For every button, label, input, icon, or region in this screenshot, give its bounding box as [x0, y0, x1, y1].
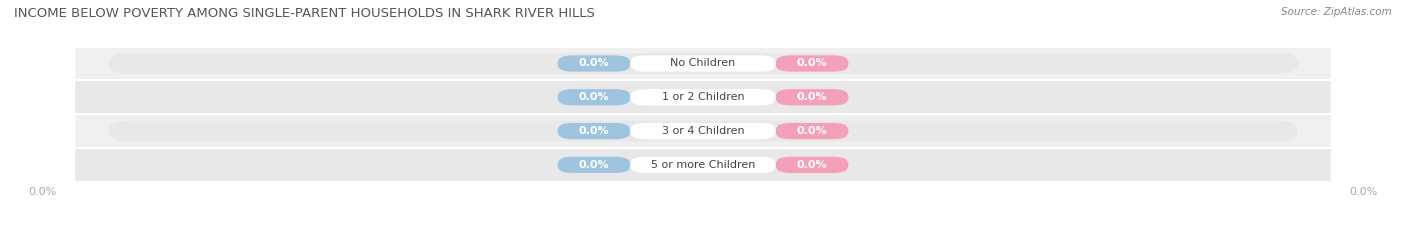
FancyBboxPatch shape: [558, 157, 630, 173]
Text: 0.0%: 0.0%: [797, 160, 827, 170]
FancyBboxPatch shape: [630, 157, 776, 173]
Text: 1 or 2 Children: 1 or 2 Children: [662, 92, 744, 102]
Text: 0.0%: 0.0%: [797, 58, 827, 69]
Text: 3 or 4 Children: 3 or 4 Children: [662, 126, 744, 136]
Text: 0.0%: 0.0%: [797, 92, 827, 102]
FancyBboxPatch shape: [75, 47, 1330, 80]
Text: 0.0%: 0.0%: [579, 126, 609, 136]
FancyBboxPatch shape: [108, 87, 1298, 108]
FancyBboxPatch shape: [108, 121, 1298, 141]
Text: 5 or more Children: 5 or more Children: [651, 160, 755, 170]
Text: Source: ZipAtlas.com: Source: ZipAtlas.com: [1281, 7, 1392, 17]
FancyBboxPatch shape: [108, 154, 1298, 175]
FancyBboxPatch shape: [776, 89, 848, 105]
FancyBboxPatch shape: [558, 55, 630, 72]
FancyBboxPatch shape: [75, 114, 1330, 148]
FancyBboxPatch shape: [558, 123, 630, 139]
FancyBboxPatch shape: [776, 123, 848, 139]
Text: No Children: No Children: [671, 58, 735, 69]
Text: 0.0%: 0.0%: [797, 126, 827, 136]
Text: INCOME BELOW POVERTY AMONG SINGLE-PARENT HOUSEHOLDS IN SHARK RIVER HILLS: INCOME BELOW POVERTY AMONG SINGLE-PARENT…: [14, 7, 595, 20]
FancyBboxPatch shape: [776, 55, 848, 72]
Legend: Single Father, Single Mother: Single Father, Single Mother: [603, 231, 803, 233]
FancyBboxPatch shape: [630, 123, 776, 139]
FancyBboxPatch shape: [108, 53, 1298, 74]
FancyBboxPatch shape: [75, 80, 1330, 114]
Text: 0.0%: 0.0%: [579, 160, 609, 170]
FancyBboxPatch shape: [776, 157, 848, 173]
Text: 0.0%: 0.0%: [579, 58, 609, 69]
Text: 0.0%: 0.0%: [579, 92, 609, 102]
FancyBboxPatch shape: [558, 89, 630, 105]
FancyBboxPatch shape: [75, 148, 1330, 182]
FancyBboxPatch shape: [630, 89, 776, 105]
FancyBboxPatch shape: [630, 55, 776, 72]
